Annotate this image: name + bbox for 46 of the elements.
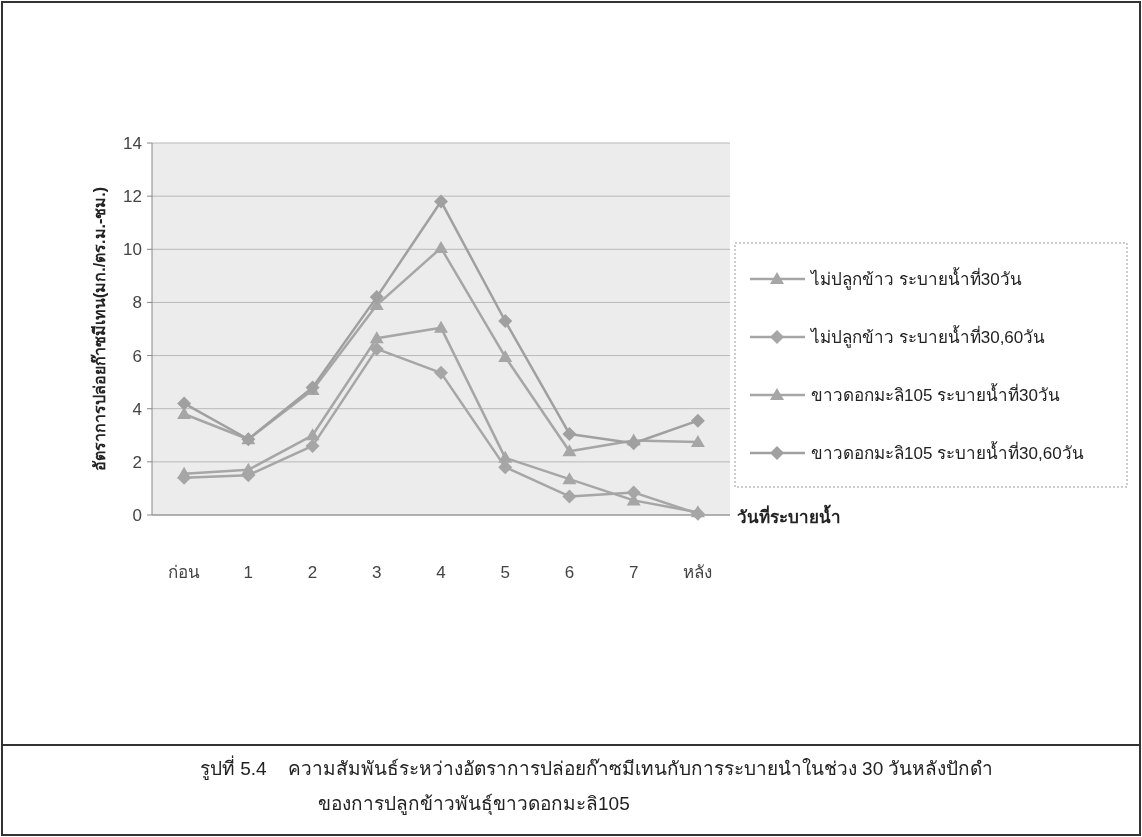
point (177, 407, 192, 420)
point (369, 290, 384, 305)
y-tick-label: 2 (132, 452, 142, 472)
point (498, 314, 513, 329)
y-tick-label: 14 (123, 134, 142, 153)
x-tick-label: 2 (307, 563, 318, 582)
point (498, 349, 513, 362)
y-tick-label: 6 (132, 346, 142, 366)
y-axis-title: อัตราการปล่อยก๊าซมีเทน(มก./ตร.ม.-ชม.) (90, 186, 108, 472)
x-tick-label: 3 (372, 563, 382, 582)
legend-label: ขาวดอกมะลิ105 ระบายน้ำที่30วัน (811, 383, 1060, 405)
point (626, 485, 641, 500)
x-tick-label: 1 (243, 563, 254, 582)
point (177, 396, 192, 411)
point (562, 444, 577, 457)
x-tick-label: ก่อน (168, 563, 201, 582)
legend-label: ขาวดอกมะลิ105 ระบายน้ำที่30,60วัน (811, 441, 1084, 463)
point (626, 436, 641, 451)
y-tick-label: 12 (123, 187, 142, 207)
legend-label: ไม่ปลูกข้าว ระบายน้ำที่30วัน (809, 267, 1022, 290)
point (434, 240, 448, 253)
text: รูปที่ 5.4 ความสัมพันธ์ระหว่างอัตราการปล่อยก๊าซมีเทนกับการระบายนำในช่วง 30 วันหลังปักดำ (200, 755, 994, 780)
x-tick-label: 4 (436, 563, 446, 582)
x-tick-label: หลัง (683, 563, 713, 582)
point (562, 426, 577, 441)
x-axis-title: วันที่ระบายน้ำ (737, 504, 841, 527)
point (690, 413, 705, 428)
y-tick-label: 4 (132, 399, 142, 419)
point (562, 472, 577, 485)
point (434, 194, 448, 209)
point (690, 434, 705, 447)
text: ของการปลูกข้าวพันธุ์ขาวดอกมะลิ105 (318, 793, 630, 816)
point (498, 460, 513, 475)
point (369, 341, 384, 356)
x-tick-label: 6 (564, 563, 575, 582)
y-tick-label: 10 (123, 240, 142, 260)
y-tick-label: 8 (132, 293, 142, 313)
point (305, 438, 320, 453)
point (369, 331, 384, 344)
x-tick-label: 5 (500, 563, 510, 582)
y-tick-label: 0 (132, 506, 142, 525)
point (434, 320, 448, 333)
x-tick-label: 7 (628, 563, 639, 582)
point (434, 365, 448, 380)
legend-label: ไม่ปลูกข้าว ระบายน้ำที่30,60วัน (809, 325, 1046, 348)
point (562, 489, 577, 504)
